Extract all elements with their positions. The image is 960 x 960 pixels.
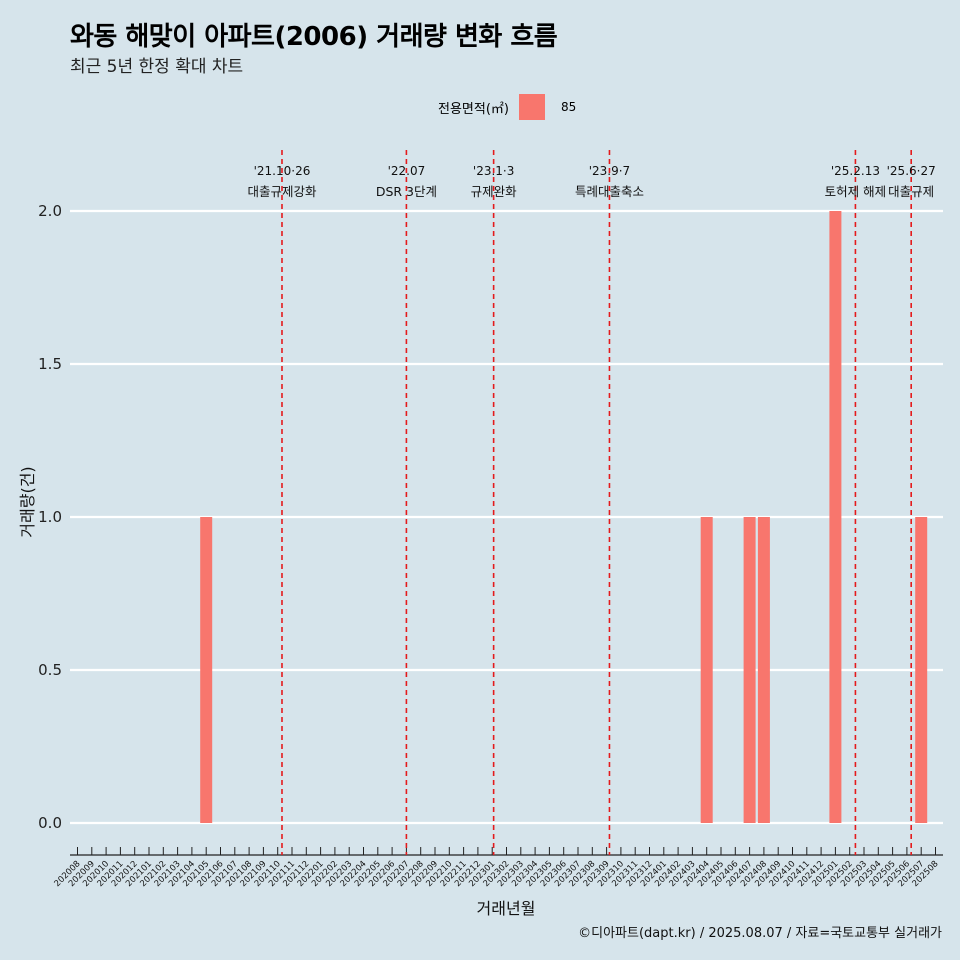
bar bbox=[700, 517, 713, 823]
legend-entry-label: 85 bbox=[560, 100, 577, 114]
y-tick-label: 1.0 bbox=[38, 508, 62, 526]
event-label: 특례대출축소 bbox=[575, 184, 644, 199]
event-label: 대출규제강화 bbox=[247, 184, 317, 199]
bar bbox=[200, 517, 213, 823]
event-label: 토허제 해제 bbox=[825, 184, 886, 199]
bar bbox=[915, 517, 928, 823]
event-date-label: '25.2.13 bbox=[831, 164, 880, 178]
y-tick-label: 0.0 bbox=[38, 814, 62, 832]
bar bbox=[757, 517, 770, 823]
event-date-label: '21.10·26 bbox=[254, 164, 311, 178]
bar bbox=[829, 211, 842, 823]
legend: 전용면적(㎡) 85 bbox=[438, 92, 576, 122]
bar bbox=[743, 517, 756, 823]
event-date-label: '23.1·3 bbox=[473, 164, 514, 178]
event-label: DSR 3단계 bbox=[376, 184, 437, 199]
event-date-label: '25.6·27 bbox=[887, 164, 936, 178]
event-label: 대출규제 bbox=[888, 184, 934, 199]
event-label: 규제완화 bbox=[471, 184, 518, 199]
event-date-label: '22.07 bbox=[388, 164, 426, 178]
x-axis-title: 거래년월 bbox=[477, 899, 536, 918]
chart-subtitle: 최근 5년 한정 확대 차트 bbox=[70, 57, 244, 77]
chart-title: 와동 해맞이 아파트(2006) 거래량 변화 흐름 bbox=[70, 22, 558, 52]
y-tick-label: 2.0 bbox=[38, 202, 62, 220]
y-tick-label: 1.5 bbox=[38, 355, 62, 373]
y-axis-title: 거래량(건) bbox=[18, 466, 37, 537]
legend-swatch bbox=[518, 94, 545, 120]
legend-title: 전용면적(㎡) bbox=[438, 101, 509, 117]
y-tick-label: 0.5 bbox=[38, 661, 62, 679]
event-date-label: '23.9·7 bbox=[589, 164, 630, 178]
source-caption: ©디아파트(dapt.kr) / 2025.08.07 / 자료=국토교통부 실… bbox=[578, 926, 942, 941]
